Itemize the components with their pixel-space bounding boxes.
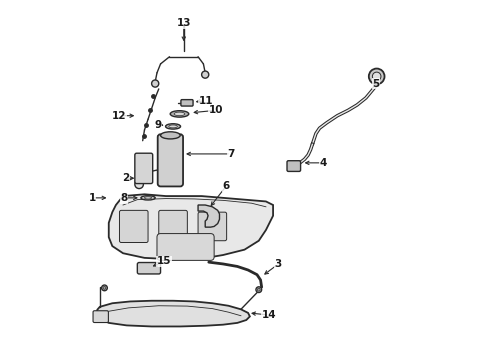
Circle shape (255, 287, 261, 293)
Text: 10: 10 (208, 105, 223, 115)
PathPatch shape (198, 205, 219, 227)
FancyBboxPatch shape (135, 153, 152, 184)
Circle shape (257, 288, 260, 291)
Circle shape (368, 68, 384, 84)
FancyBboxPatch shape (137, 262, 160, 274)
FancyBboxPatch shape (286, 161, 300, 171)
Text: 13: 13 (176, 18, 191, 28)
Text: 8: 8 (120, 193, 127, 203)
Circle shape (372, 72, 380, 81)
FancyBboxPatch shape (119, 210, 148, 243)
FancyBboxPatch shape (157, 134, 183, 186)
Ellipse shape (170, 111, 188, 117)
PathPatch shape (96, 301, 249, 327)
Circle shape (201, 71, 208, 78)
FancyBboxPatch shape (198, 212, 226, 241)
Text: 9: 9 (154, 120, 162, 130)
FancyBboxPatch shape (181, 100, 193, 106)
Text: 3: 3 (274, 259, 282, 269)
Text: 7: 7 (227, 149, 234, 159)
Text: 6: 6 (222, 181, 229, 192)
Text: 11: 11 (198, 96, 213, 106)
Text: 15: 15 (157, 256, 171, 266)
Ellipse shape (165, 124, 180, 129)
Text: 2: 2 (122, 173, 129, 183)
Text: 5: 5 (371, 78, 379, 89)
Text: 4: 4 (319, 158, 326, 168)
Ellipse shape (174, 112, 184, 116)
Circle shape (102, 285, 107, 291)
Ellipse shape (168, 125, 177, 128)
Ellipse shape (144, 197, 151, 199)
FancyBboxPatch shape (159, 210, 187, 243)
FancyBboxPatch shape (157, 234, 214, 260)
Circle shape (151, 80, 159, 87)
Text: 14: 14 (262, 310, 276, 320)
Text: 12: 12 (111, 111, 126, 121)
Ellipse shape (160, 132, 180, 139)
Circle shape (135, 180, 143, 189)
PathPatch shape (108, 194, 272, 259)
Text: 1: 1 (88, 193, 95, 203)
FancyBboxPatch shape (93, 311, 108, 323)
Circle shape (103, 287, 106, 289)
Ellipse shape (141, 196, 155, 200)
